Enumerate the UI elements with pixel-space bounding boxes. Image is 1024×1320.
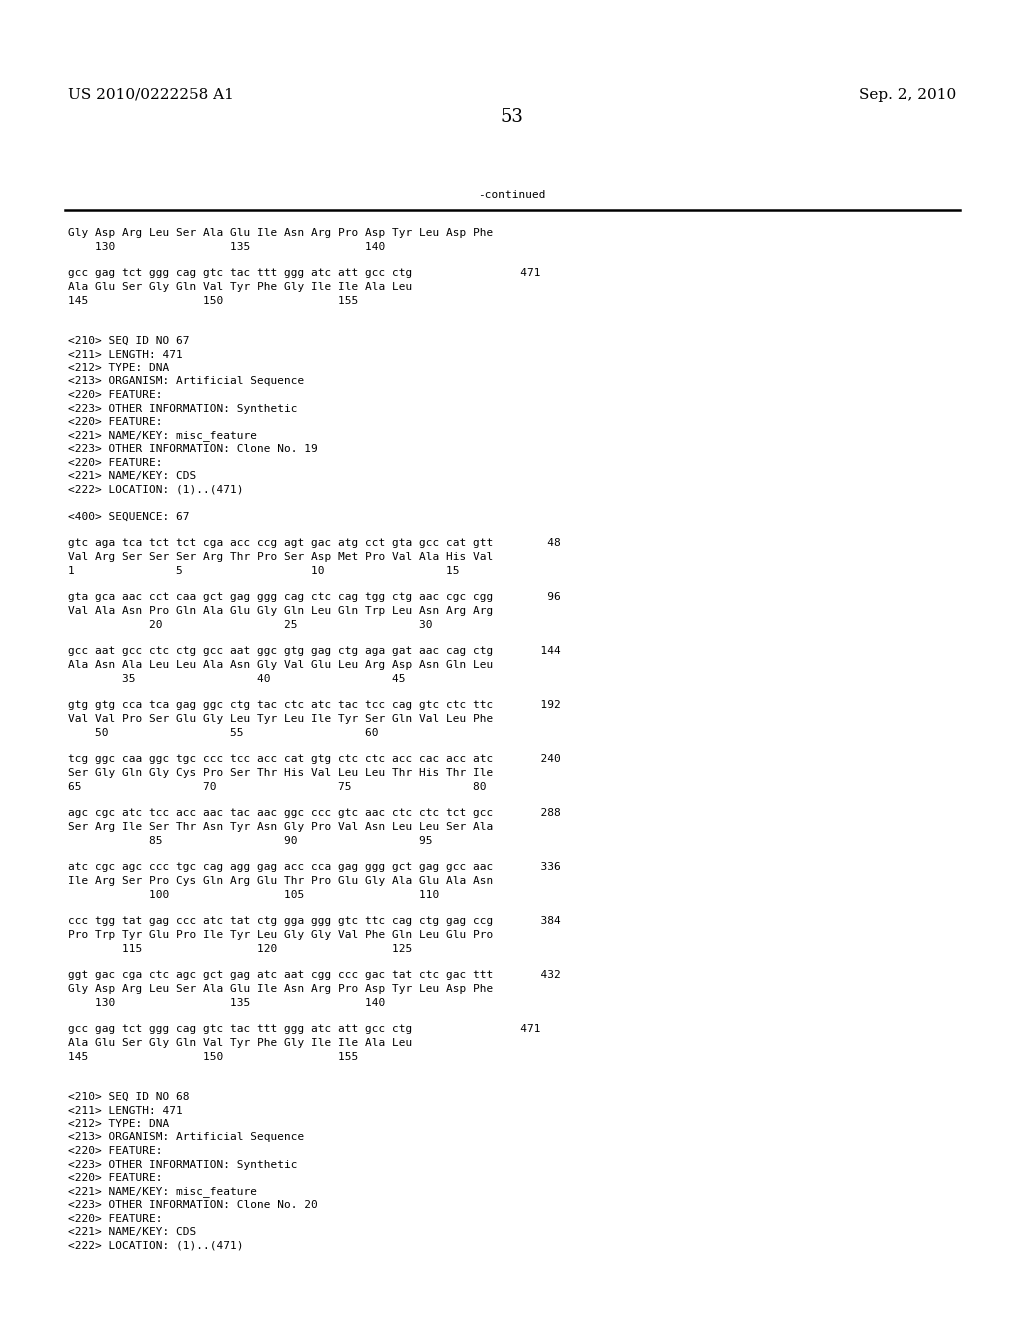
Text: <223> OTHER INFORMATION: Clone No. 20: <223> OTHER INFORMATION: Clone No. 20 [68, 1200, 317, 1210]
Text: Gly Asp Arg Leu Ser Ala Glu Ile Asn Arg Pro Asp Tyr Leu Asp Phe: Gly Asp Arg Leu Ser Ala Glu Ile Asn Arg … [68, 228, 494, 238]
Text: <220> FEATURE:: <220> FEATURE: [68, 417, 163, 426]
Text: <220> FEATURE:: <220> FEATURE: [68, 1173, 163, 1183]
Text: <212> TYPE: DNA: <212> TYPE: DNA [68, 363, 169, 374]
Text: atc cgc agc ccc tgc cag agg gag acc cca gag ggg gct gag gcc aac       336: atc cgc agc ccc tgc cag agg gag acc cca … [68, 862, 561, 873]
Text: Val Ala Asn Pro Gln Ala Glu Gly Gln Leu Gln Trp Leu Asn Arg Arg: Val Ala Asn Pro Gln Ala Glu Gly Gln Leu … [68, 606, 494, 616]
Text: 65                  70                  75                  80: 65 70 75 80 [68, 781, 486, 792]
Text: <220> FEATURE:: <220> FEATURE: [68, 458, 163, 467]
Text: 85                  90                  95: 85 90 95 [68, 836, 432, 846]
Text: <220> FEATURE:: <220> FEATURE: [68, 1146, 163, 1156]
Text: gcc gag tct ggg cag gtc tac ttt ggg atc att gcc ctg                471: gcc gag tct ggg cag gtc tac ttt ggg atc … [68, 268, 541, 279]
Text: -continued: -continued [478, 190, 546, 201]
Text: <211> LENGTH: 471: <211> LENGTH: 471 [68, 350, 182, 359]
Text: <223> OTHER INFORMATION: Clone No. 19: <223> OTHER INFORMATION: Clone No. 19 [68, 444, 317, 454]
Text: Ala Glu Ser Gly Gln Val Tyr Phe Gly Ile Ile Ala Leu: Ala Glu Ser Gly Gln Val Tyr Phe Gly Ile … [68, 1038, 413, 1048]
Text: <220> FEATURE:: <220> FEATURE: [68, 389, 163, 400]
Text: <210> SEQ ID NO 67: <210> SEQ ID NO 67 [68, 337, 189, 346]
Text: <400> SEQUENCE: 67: <400> SEQUENCE: 67 [68, 511, 189, 521]
Text: gtg gtg cca tca gag ggc ctg tac ctc atc tac tcc cag gtc ctc ttc       192: gtg gtg cca tca gag ggc ctg tac ctc atc … [68, 701, 561, 710]
Text: 130                 135                 140: 130 135 140 [68, 242, 385, 252]
Text: gcc gag tct ggg cag gtc tac ttt ggg atc att gcc ctg                471: gcc gag tct ggg cag gtc tac ttt ggg atc … [68, 1024, 541, 1035]
Text: <223> OTHER INFORMATION: Synthetic: <223> OTHER INFORMATION: Synthetic [68, 404, 298, 413]
Text: 145                 150                 155: 145 150 155 [68, 1052, 358, 1061]
Text: <210> SEQ ID NO 68: <210> SEQ ID NO 68 [68, 1092, 189, 1102]
Text: <223> OTHER INFORMATION: Synthetic: <223> OTHER INFORMATION: Synthetic [68, 1159, 298, 1170]
Text: <213> ORGANISM: Artificial Sequence: <213> ORGANISM: Artificial Sequence [68, 1133, 304, 1143]
Text: <213> ORGANISM: Artificial Sequence: <213> ORGANISM: Artificial Sequence [68, 376, 304, 387]
Text: <212> TYPE: DNA: <212> TYPE: DNA [68, 1119, 169, 1129]
Text: Ile Arg Ser Pro Cys Gln Arg Glu Thr Pro Glu Gly Ala Glu Ala Asn: Ile Arg Ser Pro Cys Gln Arg Glu Thr Pro … [68, 876, 494, 886]
Text: Pro Trp Tyr Glu Pro Ile Tyr Leu Gly Gly Val Phe Gln Leu Glu Pro: Pro Trp Tyr Glu Pro Ile Tyr Leu Gly Gly … [68, 931, 494, 940]
Text: gtc aga tca tct tct cga acc ccg agt gac atg cct gta gcc cat gtt        48: gtc aga tca tct tct cga acc ccg agt gac … [68, 539, 561, 549]
Text: US 2010/0222258 A1: US 2010/0222258 A1 [68, 88, 233, 102]
Text: <211> LENGTH: 471: <211> LENGTH: 471 [68, 1106, 182, 1115]
Text: <221> NAME/KEY: CDS: <221> NAME/KEY: CDS [68, 1228, 197, 1237]
Text: Val Arg Ser Ser Ser Arg Thr Pro Ser Asp Met Pro Val Ala His Val: Val Arg Ser Ser Ser Arg Thr Pro Ser Asp … [68, 552, 494, 562]
Text: Ala Glu Ser Gly Gln Val Tyr Phe Gly Ile Ile Ala Leu: Ala Glu Ser Gly Gln Val Tyr Phe Gly Ile … [68, 282, 413, 292]
Text: Sep. 2, 2010: Sep. 2, 2010 [859, 88, 956, 102]
Text: Ser Gly Gln Gly Cys Pro Ser Thr His Val Leu Leu Thr His Thr Ile: Ser Gly Gln Gly Cys Pro Ser Thr His Val … [68, 768, 494, 777]
Text: 145                 150                 155: 145 150 155 [68, 296, 358, 305]
Text: gcc aat gcc ctc ctg gcc aat ggc gtg gag ctg aga gat aac cag ctg       144: gcc aat gcc ctc ctg gcc aat ggc gtg gag … [68, 647, 561, 656]
Text: 115                 120                 125: 115 120 125 [68, 944, 413, 953]
Text: tcg ggc caa ggc tgc ccc tcc acc cat gtg ctc ctc acc cac acc atc       240: tcg ggc caa ggc tgc ccc tcc acc cat gtg … [68, 755, 561, 764]
Text: 20                  25                  30: 20 25 30 [68, 619, 432, 630]
Text: Ser Arg Ile Ser Thr Asn Tyr Asn Gly Pro Val Asn Leu Leu Ser Ala: Ser Arg Ile Ser Thr Asn Tyr Asn Gly Pro … [68, 822, 494, 832]
Text: <220> FEATURE:: <220> FEATURE: [68, 1213, 163, 1224]
Text: gta gca aac cct caa gct gag ggg cag ctc cag tgg ctg aac cgc cgg        96: gta gca aac cct caa gct gag ggg cag ctc … [68, 593, 561, 602]
Text: 1               5                   10                  15: 1 5 10 15 [68, 565, 460, 576]
Text: <222> LOCATION: (1)..(471): <222> LOCATION: (1)..(471) [68, 484, 244, 495]
Text: ggt gac cga ctc agc gct gag atc aat cgg ccc gac tat ctc gac ttt       432: ggt gac cga ctc agc gct gag atc aat cgg … [68, 970, 561, 981]
Text: 53: 53 [501, 108, 523, 125]
Text: Val Val Pro Ser Glu Gly Leu Tyr Leu Ile Tyr Ser Gln Val Leu Phe: Val Val Pro Ser Glu Gly Leu Tyr Leu Ile … [68, 714, 494, 723]
Text: <222> LOCATION: (1)..(471): <222> LOCATION: (1)..(471) [68, 1241, 244, 1250]
Text: agc cgc atc tcc acc aac tac aac ggc ccc gtc aac ctc ctc tct gcc       288: agc cgc atc tcc acc aac tac aac ggc ccc … [68, 808, 561, 818]
Text: Ala Asn Ala Leu Leu Ala Asn Gly Val Glu Leu Arg Asp Asn Gln Leu: Ala Asn Ala Leu Leu Ala Asn Gly Val Glu … [68, 660, 494, 671]
Text: <221> NAME/KEY: misc_feature: <221> NAME/KEY: misc_feature [68, 1187, 257, 1197]
Text: 35                  40                  45: 35 40 45 [68, 673, 406, 684]
Text: Gly Asp Arg Leu Ser Ala Glu Ile Asn Arg Pro Asp Tyr Leu Asp Phe: Gly Asp Arg Leu Ser Ala Glu Ile Asn Arg … [68, 983, 494, 994]
Text: <221> NAME/KEY: misc_feature: <221> NAME/KEY: misc_feature [68, 430, 257, 441]
Text: 50                  55                  60: 50 55 60 [68, 727, 379, 738]
Text: 130                 135                 140: 130 135 140 [68, 998, 385, 1007]
Text: <221> NAME/KEY: CDS: <221> NAME/KEY: CDS [68, 471, 197, 480]
Text: ccc tgg tat gag ccc atc tat ctg gga ggg gtc ttc cag ctg gag ccg       384: ccc tgg tat gag ccc atc tat ctg gga ggg … [68, 916, 561, 927]
Text: 100                 105                 110: 100 105 110 [68, 890, 439, 899]
